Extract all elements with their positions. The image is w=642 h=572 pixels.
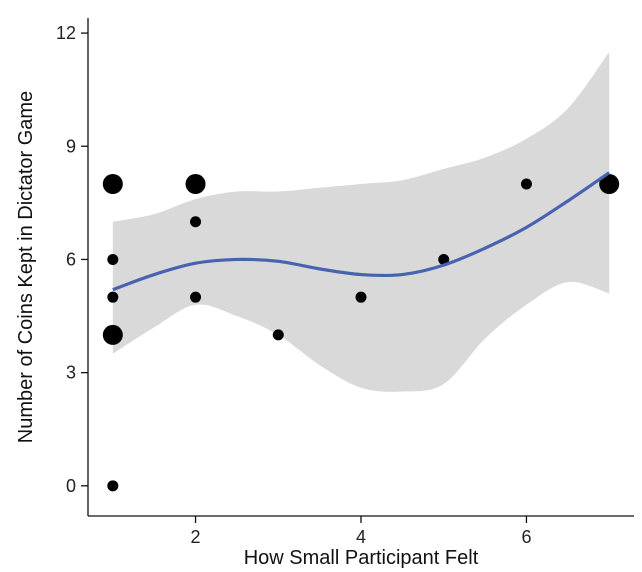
x-axis-ticks: 2 4 6 xyxy=(191,516,531,547)
data-point xyxy=(102,324,123,345)
y-axis-ticks: 0 3 6 9 12 xyxy=(56,23,88,496)
data-point xyxy=(190,291,202,303)
data-point xyxy=(107,291,119,303)
data-point xyxy=(438,253,450,265)
data-point xyxy=(102,174,123,194)
y-tick-label: 9 xyxy=(66,136,76,156)
y-tick-label: 0 xyxy=(66,476,76,496)
data-point xyxy=(107,480,119,492)
axes: 0 3 6 9 12 2 4 6 xyxy=(56,18,634,547)
x-axis-title: How Small Participant Felt xyxy=(244,547,479,569)
data-point xyxy=(599,174,620,194)
y-tick-label: 6 xyxy=(66,249,76,269)
data-point xyxy=(107,253,119,265)
y-tick-label: 12 xyxy=(56,23,76,43)
data-point xyxy=(272,329,284,341)
y-tick-label: 3 xyxy=(66,363,76,383)
data-point xyxy=(355,291,367,303)
x-tick-label: 6 xyxy=(521,527,531,547)
confidence-ribbon xyxy=(112,51,610,392)
smooth-trend-line xyxy=(112,171,611,292)
data-points xyxy=(102,174,620,492)
y-axis-title: Number of Coins Kept in Dictator Game xyxy=(15,91,37,443)
x-tick-label: 4 xyxy=(356,527,366,547)
data-point xyxy=(185,174,206,194)
data-point xyxy=(520,178,532,190)
x-tick-label: 2 xyxy=(191,527,201,547)
data-point xyxy=(190,216,202,228)
